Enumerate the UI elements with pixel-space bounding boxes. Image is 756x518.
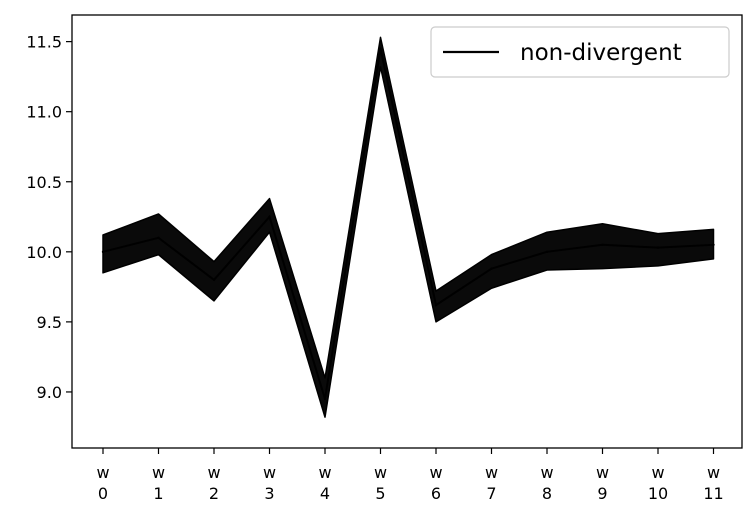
series-layer bbox=[101, 36, 715, 418]
data-point bbox=[212, 278, 216, 282]
x-tick-label: w bbox=[207, 463, 220, 482]
data-point bbox=[157, 236, 160, 240]
y-tick-label: 10.0 bbox=[26, 243, 62, 262]
data-point bbox=[379, 47, 382, 50]
series-band-0 bbox=[102, 36, 715, 418]
x-tick-label: 10 bbox=[648, 484, 668, 503]
x-tick-label: w bbox=[596, 463, 609, 482]
legend-box bbox=[430, 26, 730, 78]
data-point bbox=[323, 397, 327, 401]
x-tick-label: 6 bbox=[431, 484, 441, 503]
series-line-0 bbox=[102, 48, 714, 400]
data-point bbox=[490, 267, 493, 270]
data-point bbox=[434, 303, 438, 307]
y-tick-label: 9.0 bbox=[37, 383, 62, 402]
data-point bbox=[268, 215, 271, 218]
data-point bbox=[601, 243, 604, 247]
x-tick-label: w bbox=[429, 463, 442, 482]
legend: non-divergent bbox=[430, 26, 730, 78]
x-tick-label: w bbox=[485, 463, 498, 482]
x-tick-label: w bbox=[707, 463, 720, 482]
x-tick-label: 4 bbox=[320, 484, 330, 503]
x-tick-label: 3 bbox=[264, 484, 274, 503]
x-tick-label: 5 bbox=[375, 484, 385, 503]
x-tick-label: w bbox=[374, 463, 387, 482]
data-point bbox=[101, 250, 105, 254]
x-tick-label: 1 bbox=[153, 484, 163, 503]
y-tick-label: 11.0 bbox=[26, 103, 62, 122]
x-tick-label: w bbox=[651, 463, 664, 482]
x-tick-label: 2 bbox=[209, 484, 219, 503]
axes-layer: 9.0 9.5 10.0 10.5 11.0 11.5 w 0 w 1 w 2 w 3 w 4 w 5 w 6 w 7 w 8… bbox=[26, 33, 723, 503]
plot-frame bbox=[71, 14, 743, 449]
x-tick-label: w bbox=[263, 463, 276, 482]
y-tick-label: 10.5 bbox=[26, 173, 62, 192]
x-tick-label: w bbox=[540, 463, 553, 482]
data-point bbox=[656, 246, 660, 249]
data-point bbox=[545, 250, 549, 254]
x-tick-label: w bbox=[318, 463, 331, 482]
x-tick-label: 7 bbox=[486, 484, 496, 503]
x-tick-label: 8 bbox=[542, 484, 552, 503]
x-tick-label: w bbox=[96, 463, 109, 482]
x-tick-label: 11 bbox=[703, 484, 723, 503]
y-tick-label: 11.5 bbox=[26, 33, 62, 52]
legend-label: non-divergent bbox=[520, 40, 682, 66]
x-tick-label: 9 bbox=[597, 484, 607, 503]
data-point bbox=[712, 243, 715, 247]
x-tick-label: w bbox=[152, 463, 165, 482]
x-tick-label: 0 bbox=[98, 484, 108, 503]
y-tick-label: 9.5 bbox=[37, 313, 62, 332]
